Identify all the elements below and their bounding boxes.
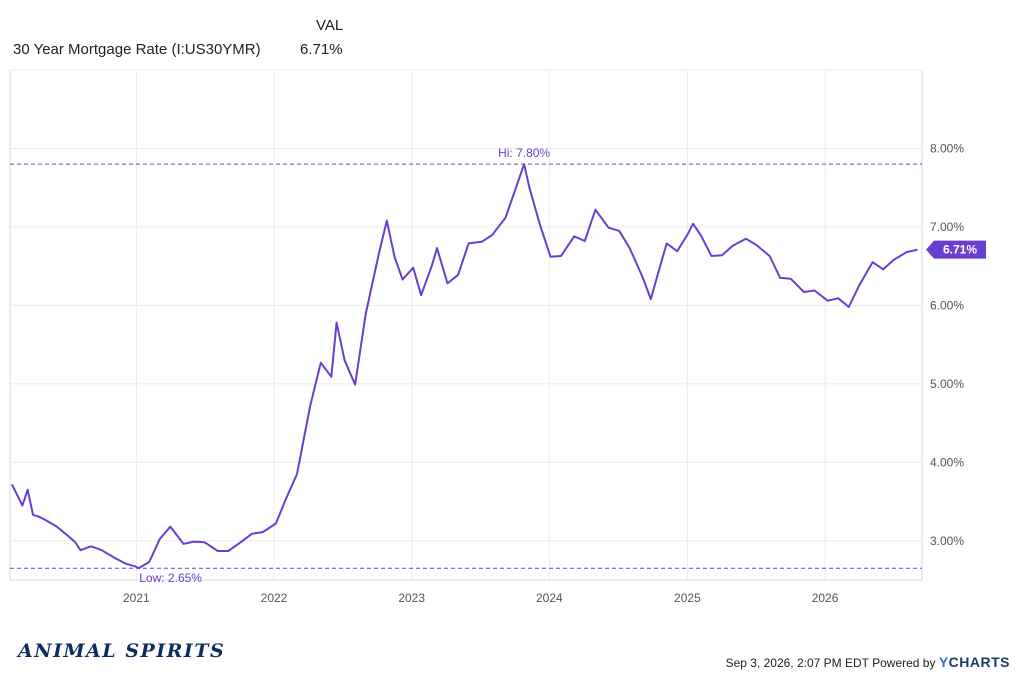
x-tick-label: 2024	[536, 591, 563, 605]
x-tick-label: 2021	[123, 591, 150, 605]
y-tick-label: 4.00%	[930, 455, 964, 469]
grid	[10, 69, 922, 580]
animal-spirits-logo: ANIMAL SPIRITS	[18, 640, 226, 662]
x-tick-label: 2025	[674, 591, 701, 605]
series-name[interactable]: 30 Year Mortgage Rate (I:US30YMR)	[13, 41, 261, 58]
legend-header: VAL 30 Year Mortgage Rate (I:US30YMR) 6.…	[0, 0, 1024, 70]
ycharts-logo[interactable]: YCHARTS	[938, 654, 1010, 670]
y-tick-label: 7.00%	[930, 220, 964, 234]
timestamp: Sep 3, 2026, 2:07 PM EDT Powered by	[725, 656, 936, 670]
y-tick-label: 3.00%	[930, 534, 964, 548]
series-lines	[11, 163, 918, 570]
x-tick-label: 2026	[812, 591, 839, 605]
axes	[9, 70, 923, 581]
tick-labels: 3.00% 4.00% 5.00% 6.00% 7.00% 8.00% 2021 2022 20…	[123, 141, 964, 605]
last-value-flag	[926, 240, 986, 259]
y-tick-label: 5.00%	[930, 377, 964, 391]
annotations: Hi: 7.80% Low: 2.65% 6.71%	[10, 146, 986, 585]
x-tick-label: 2022	[261, 591, 288, 605]
low-label: Low: 2.65%	[139, 571, 202, 585]
x-tick-label: 2023	[398, 591, 425, 605]
val-column-label: VAL	[316, 17, 344, 34]
series-value: 6.71%	[300, 41, 343, 58]
last-value-label: 6.71%	[943, 243, 977, 257]
high-label: Hi: 7.80%	[498, 146, 550, 160]
series-line	[11, 163, 918, 570]
y-tick-label: 8.00%	[930, 141, 964, 155]
footer-credit: Sep 3, 2026, 2:07 PM EDT Powered by YCHA…	[726, 654, 1010, 670]
y-tick-label: 6.00%	[930, 298, 964, 312]
